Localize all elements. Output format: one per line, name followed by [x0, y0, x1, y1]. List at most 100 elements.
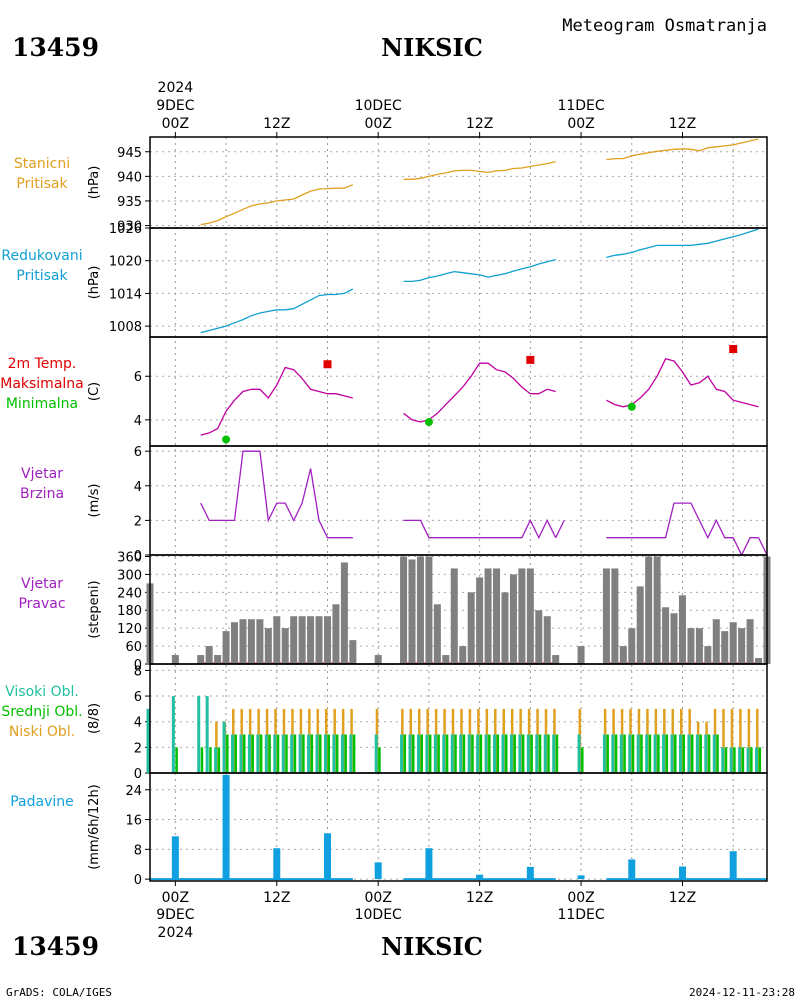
high-cloud-bar — [374, 734, 378, 773]
wind-speed-series-segment — [555, 520, 565, 538]
high-cloud-bar — [746, 747, 750, 773]
wind-direction-bar — [670, 613, 678, 664]
day-label-bottom: 10DEC — [355, 907, 402, 923]
precipitation-ytick-label: 24 — [125, 784, 142, 799]
mid-cloud-bar — [234, 734, 238, 773]
mid-cloud-bar — [454, 734, 457, 773]
mid-cloud-bar — [733, 747, 736, 773]
station-name-top: NIKSIC — [381, 33, 483, 62]
mid-cloud-bar — [445, 734, 449, 773]
mid-cloud-bar — [276, 734, 280, 773]
reduced-pressure-ytick-label: 1020 — [109, 255, 142, 270]
reduced-pressure-series-line — [606, 228, 759, 259]
mid-cloud-bar — [488, 734, 491, 773]
day-label-bottom: 9DEC — [156, 907, 195, 923]
wind-direction-bar — [408, 559, 416, 664]
wind-direction-bar — [256, 619, 264, 664]
reduced-pressure-panel-frame — [149, 227, 768, 338]
high-cloud-bar — [493, 734, 497, 773]
wind-direction-bar — [400, 556, 408, 664]
wind-direction-bar — [501, 592, 509, 664]
mid-cloud-bar — [378, 747, 381, 773]
wind-direction-bar — [721, 631, 729, 664]
high-cloud-bar — [687, 734, 691, 773]
high-cloud-bar — [476, 734, 480, 773]
mid-cloud-bar — [657, 734, 660, 773]
wind-direction-ytick-label: 120 — [117, 622, 142, 637]
high-cloud-bar — [408, 734, 412, 773]
max-temp-marker — [526, 355, 535, 364]
wind-direction-bar — [577, 646, 585, 664]
max-temp-marker — [729, 344, 738, 353]
wind-direction-bar — [442, 655, 450, 664]
mid-cloud-bar — [479, 734, 483, 773]
time-tick-top: 00Z — [365, 116, 392, 132]
mid-cloud-bar — [412, 734, 415, 773]
high-cloud-bar — [535, 734, 539, 773]
precipitation-ylabel: (mm/6h/12h) — [87, 784, 102, 870]
wind-direction-ytick-label: 240 — [117, 586, 142, 601]
high-cloud-bar — [729, 747, 733, 773]
wind-direction-bar — [323, 616, 331, 664]
temperature-panel-label: 2m Temp. — [8, 356, 77, 372]
temperature-ytick-label: 6 — [134, 370, 142, 385]
high-cloud-bar — [214, 747, 218, 773]
wind-direction-bar — [231, 622, 239, 664]
day-label-top: 9DEC — [156, 98, 195, 114]
high-cloud-bar — [171, 696, 175, 773]
low-cloud-bar — [730, 708, 734, 773]
precipitation-panel-frame — [149, 772, 768, 882]
mid-cloud-bar — [217, 747, 221, 773]
wind-direction-bar — [273, 616, 281, 664]
high-cloud-bar — [712, 734, 716, 773]
min-temp-marker — [424, 418, 433, 427]
wind-direction-bar — [467, 592, 475, 664]
high-cloud-bar — [197, 696, 201, 773]
wind-direction-bar — [518, 568, 526, 664]
meteogram-title: Meteogram Osmatranja — [562, 16, 767, 36]
wind-direction-bar — [636, 586, 644, 664]
mid-cloud-bar — [623, 734, 626, 773]
wind-direction-bar — [619, 646, 627, 664]
temperature-panel-label: Minimalna — [6, 396, 78, 412]
wind-direction-bar — [416, 556, 424, 664]
wind-direction-panel-label: Pravac — [18, 596, 65, 612]
mid-cloud-bar — [699, 734, 702, 773]
mid-cloud-bar — [251, 734, 254, 773]
temperature-panel-label: Maksimalna — [0, 376, 84, 392]
mid-cloud-bar — [631, 734, 635, 773]
station-id-top: 13459 — [12, 33, 99, 62]
station-pressure-series-line — [403, 160, 556, 180]
precip-bar — [678, 866, 686, 880]
mid-cloud-bar — [530, 734, 533, 773]
temperature-ylabel: (C) — [87, 382, 102, 401]
plot-layer: 00Z 00Z 12Z 12Z 00Z 00Z 12Z 12Z 00Z 00Z 12Z 12Z 9DEC… — [0, 80, 771, 941]
high-cloud-bar — [526, 734, 530, 773]
precip-bar — [628, 859, 636, 880]
low-cloud-bar — [756, 708, 759, 773]
min-temp-marker — [627, 402, 636, 411]
wind-speed-ytick-label: 2 — [134, 514, 142, 529]
high-cloud-bar — [501, 734, 505, 773]
footer-right: 2024-12-11-23:28 — [689, 986, 795, 999]
precipitation-ytick-label: 16 — [125, 814, 142, 829]
wind-direction-bar — [535, 610, 543, 664]
mid-cloud-bar — [420, 734, 423, 773]
precip-bar — [526, 866, 534, 880]
clouds-panel-label: Niski Obl. — [9, 724, 75, 740]
wind-direction-bar — [662, 607, 670, 664]
station-pressure-series-line — [606, 138, 759, 161]
station-pressure-ytick-label: 935 — [117, 195, 142, 210]
high-cloud-bar — [484, 734, 488, 773]
mid-cloud-bar — [209, 747, 212, 773]
day-label-bottom: 11DEC — [557, 907, 604, 923]
wind-direction-bar — [450, 568, 458, 664]
precip-bar — [374, 862, 382, 880]
wind-direction-ytick-label: 360 — [117, 550, 142, 565]
clouds-ytick-label: 6 — [134, 690, 142, 705]
reduced-pressure-series-line — [200, 288, 354, 334]
mid-cloud-bar — [471, 734, 474, 773]
mid-cloud-bar — [200, 747, 204, 773]
mid-cloud-bar — [428, 734, 432, 773]
precip-bar — [171, 836, 179, 880]
